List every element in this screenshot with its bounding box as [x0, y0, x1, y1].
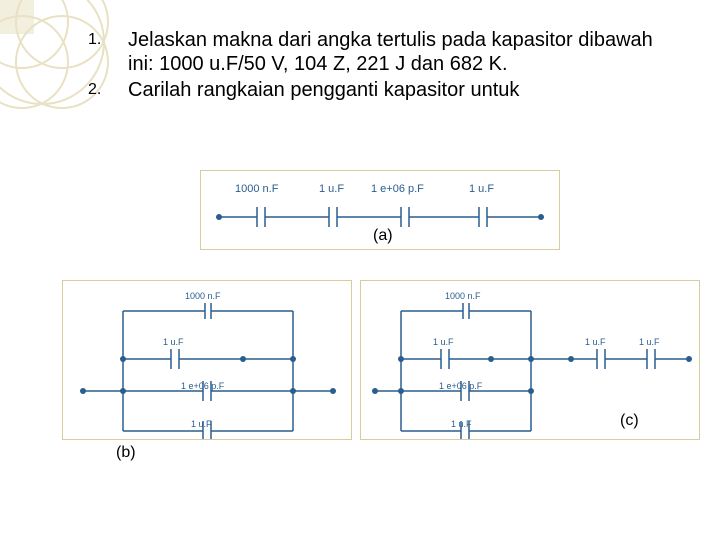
cap-b-mid2: 1 e+06 p.F	[181, 381, 224, 391]
cap-c-s2: 1 u.F	[639, 337, 660, 347]
diagram-a: 1000 n.F 1 u.F 1 e+06 p.F 1 u.F (a)	[200, 170, 560, 250]
cap-c-top: 1000 n.F	[445, 291, 481, 301]
cap-b-mid: 1 u.F	[163, 337, 184, 347]
cap-a-1: 1000 n.F	[235, 183, 278, 195]
list-number-1: 1.	[88, 28, 128, 52]
cap-b-bot: 1 u.F	[191, 419, 212, 429]
diagram-c: 1000 n.F 1 u.F 1 e+06 p.F 1 u.F 1 u.F 1 …	[360, 280, 700, 440]
question-list: 1. Jelaskan makna dari angka tertulis pa…	[88, 28, 680, 104]
cap-c-s1: 1 u.F	[585, 337, 606, 347]
diagram-b: 1000 n.F 1 u.F 1 e+06 p.F 1 u.F	[62, 280, 352, 440]
cap-a-2: 1 u.F	[319, 183, 344, 195]
label-a: (a)	[373, 227, 393, 245]
cap-c-mid: 1 u.F	[433, 337, 454, 347]
label-b: (b)	[116, 444, 136, 462]
label-c: (c)	[620, 412, 639, 430]
cap-c-bot: 1 u.F	[451, 419, 472, 429]
list-text-2: Carilah rangkaian pengganti kapasitor un…	[128, 78, 680, 102]
list-text-1: Jelaskan makna dari angka tertulis pada …	[128, 28, 680, 76]
cap-c-mid2: 1 e+06 p.F	[439, 381, 482, 391]
list-number-2: 2.	[88, 78, 128, 102]
cap-a-4: 1 u.F	[469, 183, 494, 195]
cap-b-top: 1000 n.F	[185, 291, 221, 301]
cap-a-3: 1 e+06 p.F	[371, 183, 424, 195]
